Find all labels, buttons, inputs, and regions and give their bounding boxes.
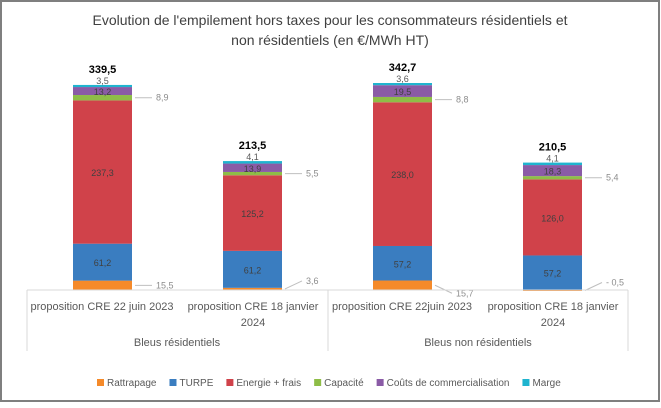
data-label: 57,2 (544, 269, 562, 279)
chart-title-line-2: non résidentiels (en €/MWh HT) (231, 32, 429, 48)
data-label: 4,1 (246, 152, 259, 162)
data-label: 61,2 (94, 258, 112, 268)
data-label: 4,1 (546, 154, 559, 164)
data-label: 15,7 (456, 288, 474, 298)
data-label: 5,5 (306, 169, 319, 179)
leader-line (434, 284, 453, 294)
data-label: 15,5 (156, 280, 174, 290)
bar-segment-energie-frais (373, 102, 432, 246)
bar-segment-marge (73, 84, 132, 88)
category-label: 2024 (241, 317, 265, 329)
data-label: 237,3 (91, 168, 114, 178)
bar-segment-marge (223, 161, 282, 164)
legend-swatch (314, 379, 322, 386)
data-label: 8,8 (456, 95, 469, 105)
legend-swatch (376, 379, 384, 386)
bar-segment-turpe (73, 243, 132, 281)
legend-item: Coûts de commercialisation (387, 378, 510, 389)
data-label: 8,9 (156, 93, 169, 103)
data-label: 3,6 (306, 276, 319, 286)
category-label: proposition CRE 18 janvier (488, 301, 619, 313)
category-axis (26, 289, 629, 351)
total-label: 339,5 (89, 64, 117, 76)
legend-item: Marge (532, 378, 561, 389)
bar-segment-marge (523, 162, 582, 166)
legend-swatch (169, 379, 177, 386)
bar-segment-capacit- (523, 176, 582, 180)
bar-segment-capacit- (73, 95, 132, 101)
bar-segment-rattrapage (223, 287, 282, 290)
total-label: 342,7 (389, 62, 417, 74)
category-label: proposition CRE 22juin 2023 (332, 301, 472, 313)
bar-segment-co-ts-de-commercialisation (373, 85, 432, 97)
data-label: 3,6 (396, 74, 409, 84)
data-label: 238,0 (391, 170, 414, 180)
data-label: 57,2 (394, 259, 412, 269)
bar-segment-capacit- (223, 171, 282, 176)
bar-segment-co-ts-de-commercialisation (73, 87, 132, 96)
data-label: 18,3 (544, 167, 562, 177)
leader-line (284, 280, 303, 290)
legend-item: Energie + frais (236, 378, 301, 389)
bar-segment-rattrapage (73, 280, 132, 290)
bar-segment-capacit- (373, 96, 432, 103)
data-label: 13,9 (244, 164, 262, 174)
leader-line (584, 282, 603, 291)
data-label: 126,0 (541, 213, 564, 223)
bar-segment-turpe (373, 245, 432, 281)
data-label: 61,2 (244, 265, 262, 275)
total-label: 213,5 (239, 140, 267, 152)
bar-segment-marge (373, 83, 432, 86)
legend-item: Rattrapage (107, 378, 157, 389)
group-label: Bleus résidentiels (134, 337, 221, 349)
category-label: proposition CRE 22 juin 2023 (30, 301, 173, 313)
bar-segment-energie-frais (223, 175, 282, 251)
legend-swatch (226, 379, 234, 386)
chart-title-line-1: Evolution de l'empilement hors taxes pou… (92, 12, 567, 28)
group-label: Bleus non résidentiels (424, 337, 532, 349)
legend-swatch (97, 379, 104, 386)
category-label: 2024 (541, 317, 565, 329)
category-label: proposition CRE 18 janvier (188, 301, 319, 313)
bar-segment-turpe (223, 250, 282, 288)
bar-segment-turpe (523, 255, 582, 290)
data-label: 5,4 (606, 173, 619, 183)
data-label: 19,5 (394, 87, 412, 97)
bar-segment-rattrapage (373, 280, 432, 290)
legend-swatch (522, 379, 530, 386)
data-label: - 0,5 (606, 278, 624, 288)
bar-segment-co-ts-de-commercialisation (223, 163, 282, 172)
legend-item: Capacité (324, 378, 364, 389)
legend: Rattrapage TURPE Energie + frais Capacité Co… (97, 378, 561, 389)
data-label: 125,2 (241, 209, 264, 219)
bar-segment-energie-frais (73, 100, 132, 244)
bar-segment-energie-frais (523, 179, 582, 256)
bar-segment-co-ts-de-commercialisation (523, 165, 582, 177)
total-label: 210,5 (539, 142, 567, 154)
legend-item: TURPE (179, 378, 213, 389)
data-label: 13,2 (94, 87, 112, 97)
data-label: 3,5 (96, 76, 109, 86)
